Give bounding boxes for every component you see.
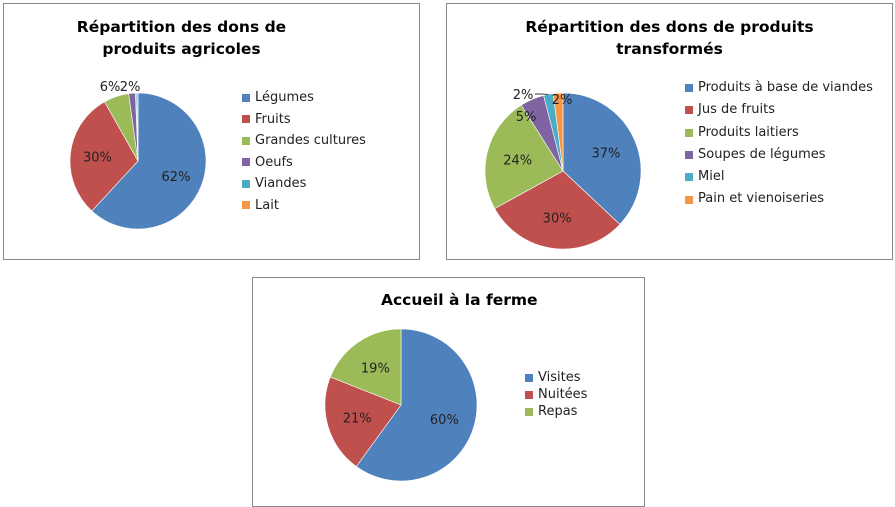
legend-swatch	[242, 201, 250, 210]
chart-accueil: Accueil à la ferme 60% 21% 19% Visites Nuit…	[252, 277, 645, 507]
pie-slice-fruits	[69, 101, 139, 212]
legend-swatch	[242, 158, 250, 167]
legend-item: Pain et vienoiseries	[685, 188, 873, 210]
legend-label: Fruits	[255, 111, 291, 127]
legend: Légumes Fruits Grandes cultures Oeufs Viande…	[242, 87, 366, 216]
legend-label: Lait	[255, 197, 279, 213]
pie-chart: 37% 30% 24% 5% 2% 2%	[484, 88, 642, 250]
legend-label: Jus de fruits	[698, 102, 776, 118]
data-label: 19%	[361, 361, 390, 376]
pie-slice-jus-de-fruits	[494, 170, 621, 250]
data-label: 60%	[430, 413, 459, 428]
legend-swatch	[685, 84, 693, 93]
pie-slice-pain-et-vienoiseries	[552, 92, 564, 172]
legend-swatch	[525, 390, 533, 399]
legend-label: Viandes	[255, 176, 307, 191]
legend-label: Miel	[698, 169, 725, 185]
data-label: 24%	[503, 153, 532, 168]
legend: Produits à base de viandes Jus de fruits P…	[685, 77, 873, 211]
pie-slice-nuit-es	[324, 376, 402, 467]
legend-swatch	[525, 407, 533, 416]
legend-label: Soupes de légumes	[698, 146, 826, 162]
pie-slice-produits-laitiers	[484, 104, 564, 209]
legend-label: Produits à base de viandes	[698, 80, 873, 95]
legend-label: Repas	[538, 404, 578, 419]
legend-item: Miel	[685, 166, 873, 188]
data-label: 30%	[83, 150, 112, 165]
data-label: 21%	[343, 412, 372, 427]
legend-label: Oeufs	[255, 154, 293, 170]
legend-swatch	[242, 93, 250, 102]
legend-item: Produits à base de viandes	[685, 77, 873, 99]
legend-item: Lait	[242, 195, 366, 217]
data-label: 30%	[543, 211, 572, 226]
legend-swatch	[242, 115, 250, 124]
legend-item: Jus de fruits	[685, 99, 873, 121]
legend-item: Grandes cultures	[242, 130, 366, 152]
chart-transformes: Répartition des dons de produits transfo…	[446, 3, 893, 260]
data-label: 2%	[552, 93, 573, 108]
data-label: 5%	[516, 110, 537, 125]
pie-slice-produits-base-de-viandes	[562, 92, 642, 225]
pie-chart: 60% 21% 19%	[324, 328, 478, 482]
legend-swatch	[685, 173, 693, 182]
legend-item: Légumes	[242, 87, 366, 109]
pie-slice-lait	[136, 92, 139, 162]
legend-item: Produits laitiers	[685, 122, 873, 144]
legend-item: Repas	[525, 403, 587, 420]
pie-slice-l-gumes	[91, 92, 207, 230]
legend-label: Visites	[538, 370, 581, 385]
data-label: 2%	[513, 88, 534, 103]
data-label: 6%	[100, 80, 121, 95]
legend-swatch	[525, 373, 533, 382]
legend-swatch	[242, 136, 250, 145]
pie-slice-visites	[355, 328, 478, 482]
legend-item: Fruits	[242, 109, 366, 131]
data-label: 62%	[162, 170, 191, 185]
legend-item: Oeufs	[242, 152, 366, 174]
pie-slice-repas	[329, 328, 402, 406]
legend-swatch	[242, 179, 250, 188]
legend-item: Visites	[525, 369, 587, 386]
legend-item: Nuitées	[525, 386, 587, 403]
legend-item: Soupes de légumes	[685, 144, 873, 166]
legend-label: Grandes cultures	[255, 133, 366, 148]
data-label: 37%	[591, 146, 620, 161]
legend: Visites Nuitées Repas	[525, 369, 587, 420]
legend-swatch	[685, 151, 693, 160]
legend-label: Nuitées	[538, 387, 588, 402]
chart-title: Accueil à la ferme	[381, 291, 538, 309]
legend-swatch	[685, 106, 693, 115]
data-label: 2%	[120, 80, 141, 95]
chart-title: Répartition des dons de produits agricol…	[76, 18, 287, 58]
legend-label: Légumes	[255, 90, 314, 105]
legend-swatch	[685, 195, 693, 204]
legend-label: Pain et vienoiseries	[698, 191, 825, 207]
legend-item: Viandes	[242, 173, 366, 195]
pie-chart: 62% 30% 6% 2%	[69, 80, 207, 230]
chart-title: Répartition des dons de produits transfo…	[525, 18, 814, 58]
legend-label: Produits laitiers	[698, 124, 799, 140]
chart-agricoles: Répartition des dons de produits agricol…	[3, 3, 420, 260]
legend-swatch	[685, 128, 693, 137]
